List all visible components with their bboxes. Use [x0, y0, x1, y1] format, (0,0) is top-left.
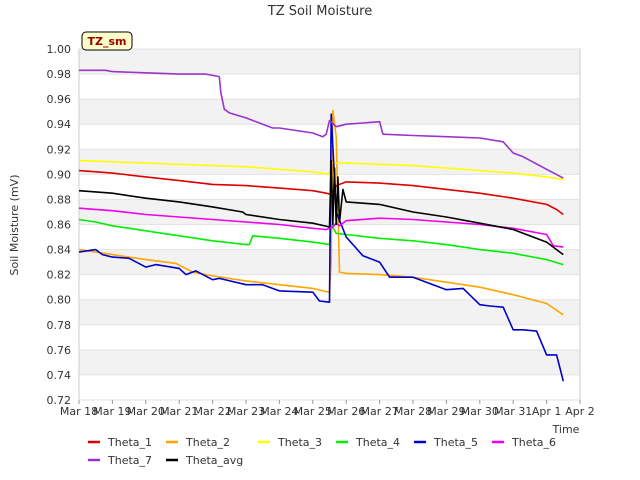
y-tick-label: 0.76 [47, 344, 72, 357]
x-tick-label: Apr 1 [532, 405, 562, 418]
x-tick-label: Mar 22 [193, 405, 231, 418]
y-tick-label: 0.78 [47, 319, 72, 332]
x-tick-label: Mar 29 [427, 405, 465, 418]
y-tick-label: 0.96 [47, 93, 72, 106]
legend-label-theta-6: Theta_6 [511, 436, 556, 449]
x-tick-label: Mar 21 [160, 405, 198, 418]
y-tick-label: 0.90 [47, 168, 72, 181]
legend-label-theta-2: Theta_2 [185, 436, 230, 449]
plot-band [79, 324, 580, 350]
plot-band [79, 124, 580, 150]
series-line-theta-7 [79, 69, 564, 179]
plot-band [79, 374, 580, 400]
y-axis-label: Soil Moisture (mV) [8, 175, 21, 276]
legend-label-theta-3: Theta_3 [277, 436, 322, 449]
y-tick-label: 0.92 [47, 143, 72, 156]
y-tick-label: 0.88 [47, 193, 72, 206]
x-tick-label: Mar 28 [394, 405, 432, 418]
legend: Theta_1 Theta_2 Theta_3 Theta_4 Theta_5 Theta… [88, 436, 556, 467]
tz-badge-label: TZ_sm [88, 35, 127, 48]
y-tick-label: 0.98 [47, 68, 72, 81]
x-tick-label: Mar 18 [60, 405, 98, 418]
legend-label-theta-4: Theta_4 [355, 436, 400, 449]
chart-title: TZ Soil Moisture [267, 4, 373, 19]
y-tick-label: 0.80 [47, 294, 72, 307]
x-tick-label: Mar 20 [127, 405, 165, 418]
series-line-theta-avg [78, 159, 564, 256]
x-tick-label: Mar 25 [294, 405, 332, 418]
x-tick-label: Apr 2 [565, 405, 595, 418]
x-tick-label: Mar 30 [461, 405, 499, 418]
y-tick-label: 0.82 [47, 269, 72, 282]
x-tick-label: Mar 26 [327, 405, 365, 418]
tz-badge: TZ_sm [81, 31, 133, 51]
y-tick-label: 0.84 [47, 244, 72, 257]
plot-band [79, 299, 580, 325]
tz-badge-box [81, 31, 133, 51]
plot-band [79, 49, 580, 75]
y-tick-label: 1.00 [47, 43, 72, 56]
x-tick-label: Mar 19 [93, 405, 131, 418]
x-tick-label: Mar 31 [494, 405, 532, 418]
legend-label-theta-5: Theta_5 [433, 436, 478, 449]
y-tick-label: 0.72 [47, 394, 72, 407]
legend-label-theta-1: Theta_1 [107, 436, 152, 449]
plot-band [79, 74, 580, 100]
legend-label-theta-avg: Theta_avg [185, 454, 243, 467]
x-tick-label: Mar 27 [360, 405, 398, 418]
y-tick-label: 0.86 [47, 219, 72, 232]
y-tick-label: 0.94 [47, 118, 72, 131]
x-tick-label: Mar 24 [260, 405, 298, 418]
series-lines [78, 69, 565, 382]
plot-band [79, 349, 580, 375]
y-tick-label: 0.74 [47, 369, 72, 382]
x-tick-label: Mar 23 [227, 405, 265, 418]
legend-label-theta-7: Theta_7 [107, 454, 152, 467]
series-line-theta-4 [78, 218, 564, 266]
x-axis-label: Time [552, 423, 580, 436]
